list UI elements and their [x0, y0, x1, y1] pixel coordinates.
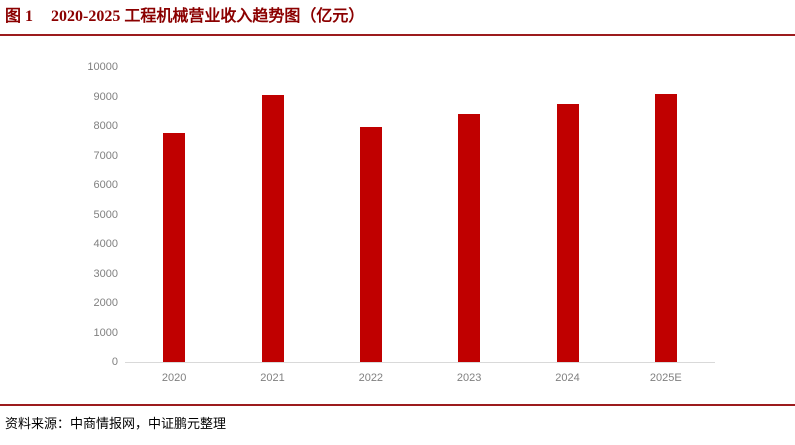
y-tick-label-5000: 5000 — [93, 208, 118, 221]
y-tick-label-8000: 8000 — [93, 120, 118, 132]
y-tick-label-6000: 6000 — [93, 179, 118, 191]
y-tick-label-1000: 1000 — [93, 326, 118, 339]
y-tick-label-9000: 9000 — [93, 90, 118, 103]
x-axis-label-2022: 2022 — [358, 372, 384, 384]
bar-chart: 0 1000 2000 3000 4000 5000 6000 7000 8000 9000 100… — [0, 60, 795, 395]
x-axis-label-2025E: 2025E — [649, 372, 682, 384]
footer-divider-line — [0, 404, 795, 406]
y-tick-label-4000: 4000 — [93, 238, 118, 250]
x-axis: 2020 2021 2022 2023 2024 2025E — [125, 372, 715, 385]
x-axis-label-2024: 2024 — [555, 372, 580, 384]
plot-area — [125, 67, 715, 363]
bar-2023 — [458, 114, 481, 362]
y-tick-label-3000: 3000 — [93, 267, 118, 280]
y-tick-label-10000: 10000 — [87, 61, 118, 73]
figure-label: 图 1 — [5, 8, 34, 25]
source-note: 资料来源：中商情报网，中证鹏元整理 — [5, 416, 227, 431]
bar-2020 — [163, 133, 186, 362]
y-tick-label-0: 0 — [111, 356, 118, 368]
figure-title: 图 1 2020-2025 工程机械营业收入趋势图（亿元） — [5, 7, 364, 27]
x-axis-label-2023: 2023 — [456, 372, 482, 384]
bar-2024 — [556, 103, 579, 362]
y-tick-label-7000: 7000 — [93, 149, 118, 162]
figure-title-text: 2020-2025 工程机械营业收入趋势图（亿元） — [51, 8, 365, 25]
title-divider-line — [0, 34, 795, 36]
bar-2025E — [654, 93, 677, 362]
x-axis-label-2021: 2021 — [260, 372, 285, 384]
bar-2022 — [359, 127, 382, 362]
bar-2021 — [261, 95, 284, 362]
y-tick-label-2000: 2000 — [93, 297, 118, 309]
x-axis-label-2020: 2020 — [161, 372, 187, 384]
